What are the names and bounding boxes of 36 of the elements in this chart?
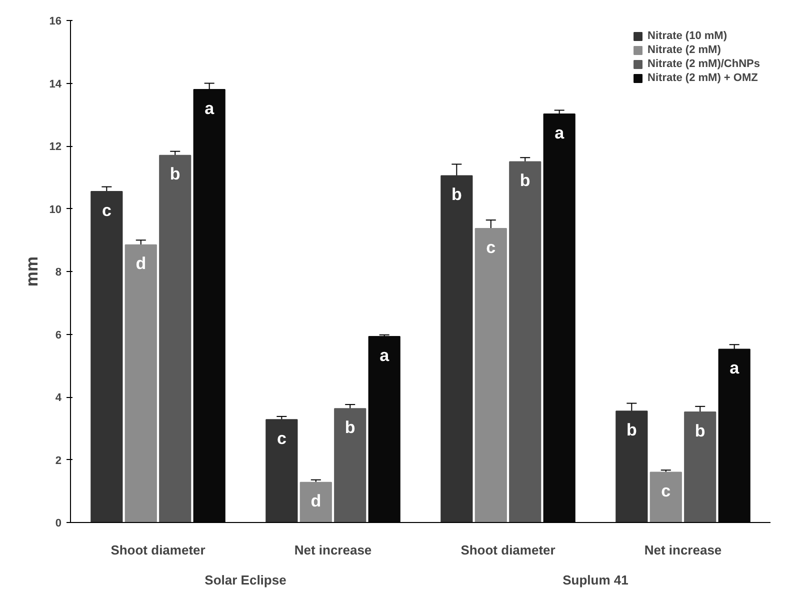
data-label: b	[170, 164, 180, 184]
data-label: b	[520, 171, 530, 190]
data-label: a	[380, 346, 390, 365]
y-tick-label: 6	[55, 329, 62, 342]
y-tick-label: 12	[49, 141, 62, 153]
y-tick-label: 0	[55, 518, 62, 530]
data-label: c	[102, 200, 112, 220]
data-label: a	[204, 98, 215, 118]
y-tick-label: 10	[49, 204, 62, 216]
legend-label: Nitrate (2 mM) + OMZ	[648, 72, 758, 84]
y-axis-title: mm	[22, 256, 42, 287]
data-label: b	[626, 420, 637, 440]
data-label: c	[486, 238, 496, 257]
data-label: d	[310, 492, 322, 511]
x-tick-label: Shoot diameter	[110, 542, 206, 558]
data-label: a	[554, 123, 565, 142]
y-tick-label: 4	[55, 392, 62, 404]
x-tick-label: Net increase	[644, 542, 722, 558]
text: Solar Eclipse	[204, 572, 286, 588]
x-tick-label: Net increase	[294, 542, 372, 558]
data-label: c	[661, 482, 671, 501]
x-tick-label: Shoot diameter	[460, 542, 556, 558]
y-tick-label: 14	[49, 78, 62, 90]
legend-label: Nitrate (10 mM)	[648, 30, 727, 42]
legend-label: Nitrate (2 mM)/ChNPs	[648, 58, 760, 70]
legend-label: Nitrate (2 mM)	[648, 44, 721, 56]
y-tick-label: 16	[49, 16, 62, 28]
data-label: b	[694, 421, 706, 440]
data-label: b	[451, 185, 462, 204]
y-tick-label: 8	[55, 266, 62, 278]
data-label: a	[730, 358, 740, 378]
data-label: b	[344, 418, 356, 437]
data-label: c	[276, 428, 286, 448]
data-label: d	[136, 254, 146, 274]
y-tick-label: 2	[55, 454, 62, 467]
text: Suplum 41	[562, 572, 628, 588]
